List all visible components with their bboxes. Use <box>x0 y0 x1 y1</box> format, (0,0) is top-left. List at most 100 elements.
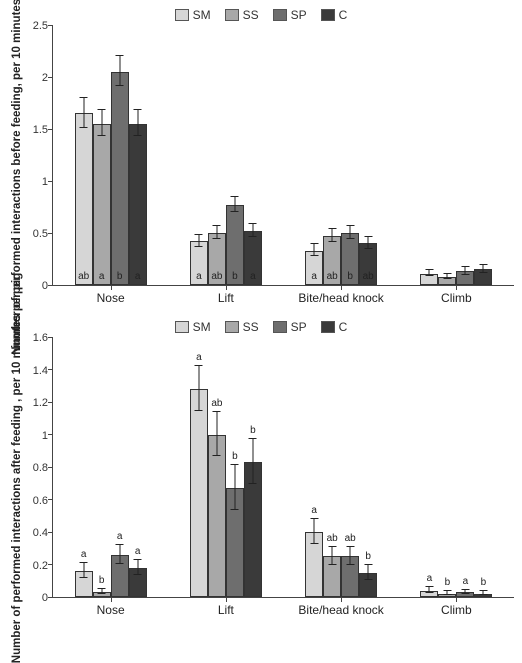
bar-group: aabbaLift <box>168 26 283 285</box>
y-axis-label: Number of performed interactions before … <box>8 26 26 286</box>
legend-item-sp: SP <box>273 8 307 22</box>
error-bar <box>429 586 430 593</box>
error-bar <box>101 588 102 595</box>
legend-swatch <box>273 9 287 21</box>
bar-group: ababaNose <box>53 26 168 285</box>
significance-label: b <box>117 271 123 282</box>
error-bar <box>198 365 199 411</box>
plot-area: Number of performed interactions before … <box>8 26 514 286</box>
bar: ab <box>359 243 377 285</box>
significance-label: a <box>117 531 123 542</box>
significance-label: b <box>99 575 105 586</box>
error-bar <box>483 264 484 272</box>
bar: ab <box>323 556 341 597</box>
legend-swatch <box>321 321 335 333</box>
error-bar <box>216 411 217 457</box>
bar: a <box>129 568 147 597</box>
significance-label: a <box>99 271 105 282</box>
y-axis: 00.511.522.5 <box>26 26 52 286</box>
significance-label: a <box>135 546 141 557</box>
bar: ab <box>208 435 226 598</box>
significance-label: ab <box>327 271 338 282</box>
y-tick-label: 1.5 <box>33 124 48 136</box>
error-bar <box>198 234 199 246</box>
legend-item-sp: SP <box>273 320 307 334</box>
legend-label: SS <box>243 320 259 334</box>
error-bar <box>83 97 84 128</box>
y-tick-label: 0.2 <box>33 560 48 572</box>
bar: a <box>129 124 147 285</box>
significance-label: ab <box>211 398 222 409</box>
bar-group: abaaNose <box>53 338 168 597</box>
bar <box>456 271 474 285</box>
chart-before: SMSSSPCNumber of performed interactions … <box>8 8 514 312</box>
significance-label: a <box>81 549 87 560</box>
legend-swatch <box>175 9 189 21</box>
bar: a <box>305 532 323 597</box>
bar: a <box>111 555 129 597</box>
significance-label: b <box>365 551 371 562</box>
bar: b <box>226 488 244 597</box>
y-axis: 00.20.40.60.811.21.41.6 <box>26 338 52 598</box>
bar: b <box>111 72 129 285</box>
error-bar <box>332 228 333 243</box>
significance-label: b <box>232 451 238 462</box>
y-tick-label: 2 <box>42 72 48 84</box>
error-bar <box>350 546 351 566</box>
legend-swatch <box>225 321 239 333</box>
figure: SM SS SP C Number of performed interactions … <box>8 8 514 624</box>
bar <box>474 269 492 285</box>
significance-label: ab <box>345 533 356 544</box>
error-bar <box>234 196 235 213</box>
legend: SMSSSPC <box>8 320 514 334</box>
error-bar <box>465 266 466 274</box>
significance-label: a <box>250 271 256 282</box>
significance-label: a <box>196 271 202 282</box>
plot: abaaNoseaabbbLiftaababbBite/head knockab… <box>52 338 514 598</box>
significance-label: a <box>427 573 433 584</box>
legend-swatch <box>175 321 189 333</box>
error-bar <box>119 544 120 564</box>
significance-label: ab <box>211 271 222 282</box>
y-tick-label: 0.4 <box>33 527 48 539</box>
plot-area: Number of performed interactions after f… <box>8 338 514 598</box>
error-bar <box>314 243 315 255</box>
y-tick-label: 1 <box>42 176 48 188</box>
bar: a <box>244 231 262 285</box>
bar: a <box>190 241 208 285</box>
error-bar <box>429 269 430 275</box>
error-bar <box>332 546 333 566</box>
legend-item-sm: SM <box>175 320 211 334</box>
legend-item-c: C <box>321 8 348 22</box>
error-bar <box>483 590 484 595</box>
error-bar <box>447 590 448 595</box>
bar <box>438 277 456 285</box>
error-bar <box>314 518 315 544</box>
legend-item-sm: SM <box>175 8 211 22</box>
significance-label: b <box>232 271 238 282</box>
error-bar <box>137 559 138 575</box>
significance-label: a <box>135 271 141 282</box>
error-bar <box>234 464 235 510</box>
bar <box>420 274 438 285</box>
y-tick-label: 2.5 <box>33 20 48 32</box>
bar-group: aabbbLift <box>168 338 283 597</box>
error-bar <box>465 589 466 594</box>
error-bar <box>137 109 138 136</box>
significance-label: a <box>311 505 317 516</box>
y-tick-label: 0.5 <box>33 228 48 240</box>
error-bar <box>447 273 448 279</box>
bar: a <box>93 124 111 285</box>
legend-label: SP <box>291 8 307 22</box>
error-bar <box>119 55 120 86</box>
y-tick-label: 1.6 <box>33 332 48 344</box>
legend-swatch <box>273 321 287 333</box>
bar-groups: ababaNoseaabbaLiftaabbabBite/head knockC… <box>53 26 514 285</box>
significance-label: a <box>463 576 469 587</box>
bar: ab <box>75 113 93 285</box>
legend-item-ss: SS <box>225 320 259 334</box>
y-tick-label: 0 <box>42 280 48 292</box>
error-bar <box>252 223 253 238</box>
error-bar <box>368 564 369 580</box>
significance-label: b <box>347 271 353 282</box>
